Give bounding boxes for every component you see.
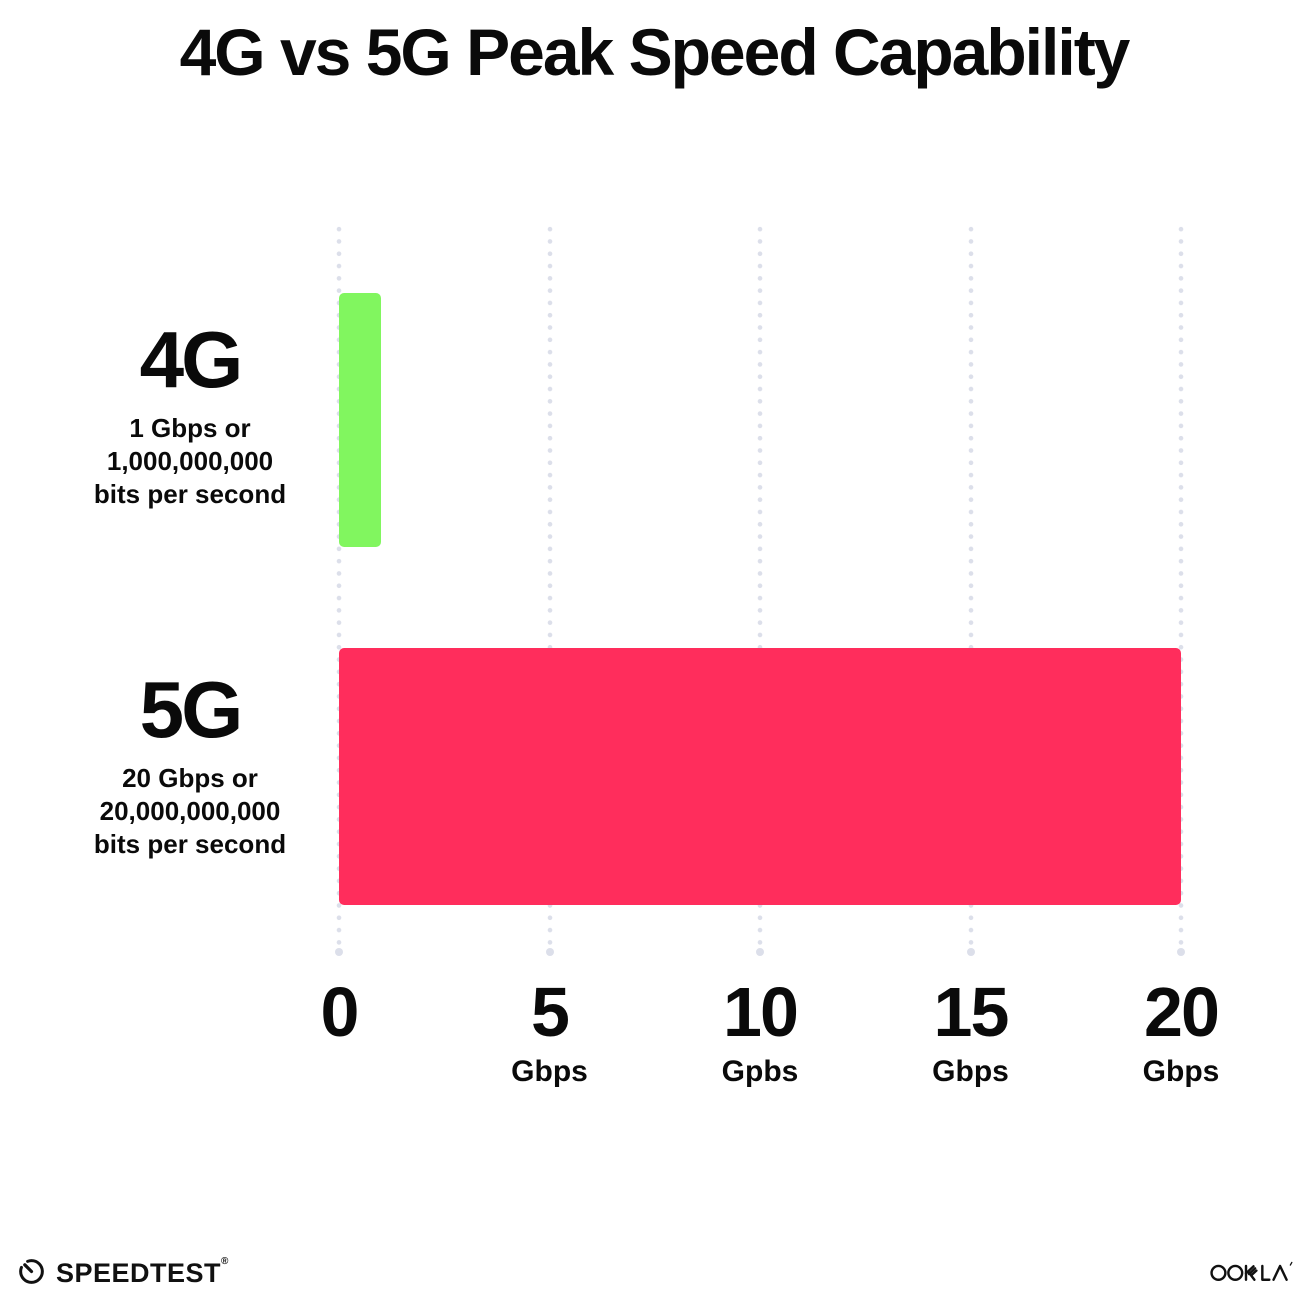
gridline-15 <box>967 223 974 946</box>
category-label-5g: 5G 20 Gbps or 20,000,000,000 bits per se… <box>40 670 340 861</box>
sublabel-line: 20 Gbps or <box>122 763 258 793</box>
x-tick-5: 5 Gbps <box>511 977 588 1087</box>
category-sublabel-5g: 20 Gbps or 20,000,000,000 bits per secon… <box>40 762 340 861</box>
x-tick-20: 20 Gbps <box>1143 977 1220 1087</box>
x-tick-unit: Gbps <box>511 1055 588 1088</box>
category-name-4g: 4G <box>139 315 244 404</box>
chart-title: 4G vs 5G Peak Speed Capability <box>179 15 1131 89</box>
category-sublabel-4g: 1 Gbps or 1,000,000,000 bits per second <box>40 412 340 511</box>
speedtest-gauge-icon <box>16 1256 47 1287</box>
category-label-4g: 4G 1 Gbps or 1,000,000,000 bits per seco… <box>40 320 340 511</box>
x-tick-0: 0 <box>320 973 360 1087</box>
x-tick-value: 0 <box>320 973 360 1051</box>
x-axis: 0 5 Gbps 10 Gpbs 15 Gbps 20 Gbps <box>321 977 1220 1107</box>
x-tick-value: 20 <box>1144 973 1220 1051</box>
speedtest-logo: SPEEDTEST® <box>16 1256 228 1287</box>
ookla-logo <box>1210 1257 1296 1290</box>
sublabel-line: bits per second <box>93 829 287 860</box>
category-name-5g: 5G <box>139 665 244 754</box>
gridline-0 <box>336 223 342 946</box>
speedtest-wordmark: SPEEDTEST® <box>56 1255 229 1288</box>
x-tick-value: 5 <box>531 973 570 1051</box>
bar-chart-plot-area <box>336 223 1184 960</box>
x-tick-unit <box>321 1057 358 1087</box>
sublabel-line: bits per second <box>93 479 287 510</box>
x-tick-unit: Gbps <box>1142 1055 1220 1088</box>
sublabel-line: 1,000,000,000 <box>106 446 274 477</box>
bar-4g <box>339 293 382 547</box>
speedtest-trademark: ® <box>221 1255 229 1267</box>
x-tick-unit: Gbps <box>932 1055 1009 1088</box>
sublabel-line: 1 Gbps or <box>129 413 251 443</box>
x-tick-15: 15 Gbps <box>932 977 1009 1087</box>
x-tick-unit: Gpbs <box>721 1055 799 1088</box>
x-tick-value: 10 <box>723 973 799 1051</box>
sublabel-line: 20,000,000,000 <box>99 796 281 827</box>
gridline-5 <box>546 223 553 946</box>
x-tick-value: 15 <box>933 973 1010 1051</box>
gridline-20 <box>1178 223 1184 946</box>
bar-5g <box>339 648 1181 905</box>
gridline-10 <box>757 223 763 946</box>
x-tick-10: 10 Gpbs <box>722 977 799 1087</box>
